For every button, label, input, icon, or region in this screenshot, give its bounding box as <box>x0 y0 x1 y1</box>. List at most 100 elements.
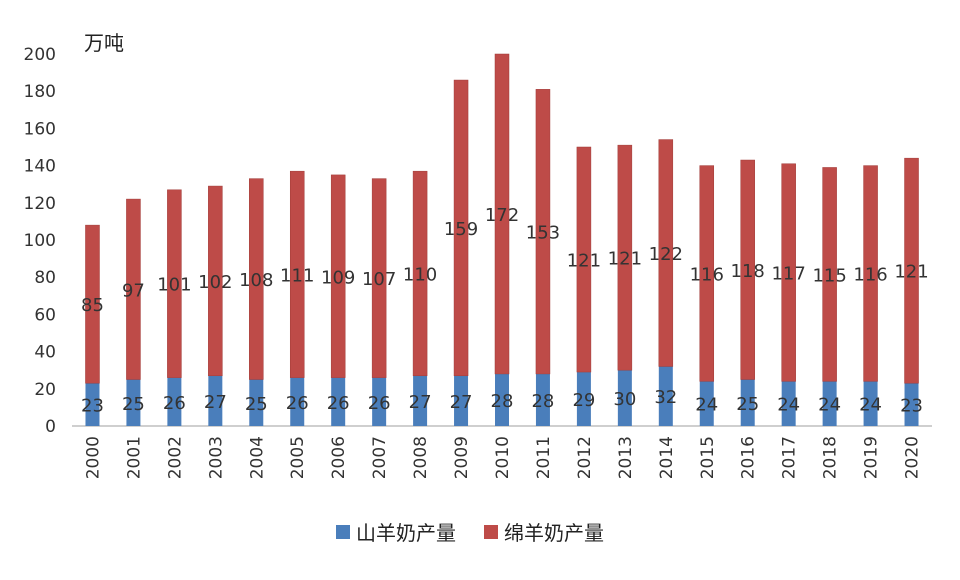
data-label-goat: 23 <box>900 396 923 417</box>
x-tick-label: 2007 <box>370 436 390 479</box>
data-label-sheep: 85 <box>81 295 104 316</box>
y-tick-label: 0 <box>45 417 56 437</box>
data-label-goat: 26 <box>368 393 391 414</box>
bar-goat-milk <box>249 379 264 426</box>
y-tick-label: 180 <box>24 82 56 102</box>
x-tick-label: 2020 <box>903 436 923 479</box>
bar-goat-milk <box>658 366 673 426</box>
data-label-goat: 24 <box>695 395 718 416</box>
x-tick-label: 2013 <box>616 436 636 479</box>
data-label-goat: 30 <box>613 389 636 410</box>
data-label-goat: 28 <box>531 391 554 412</box>
data-label-sheep: 102 <box>198 272 232 293</box>
data-label-sheep: 118 <box>731 261 765 282</box>
x-tick-label: 2005 <box>288 436 308 479</box>
bar-goat-milk <box>535 373 550 426</box>
data-label-sheep: 159 <box>444 219 478 240</box>
bar-sheep-milk <box>126 198 141 380</box>
bar-goat-milk <box>454 375 469 426</box>
y-tick-label: 40 <box>34 343 56 363</box>
bar-sheep-milk <box>371 178 387 378</box>
x-tick-label: 2015 <box>698 436 718 479</box>
y-unit-label: 万吨 <box>84 31 124 55</box>
bar-goat-milk <box>495 373 509 426</box>
bar-goat-milk <box>576 372 591 426</box>
data-label-goat: 32 <box>654 387 677 408</box>
bar-goat-milk <box>126 379 141 426</box>
bar-goat-milk <box>781 381 796 426</box>
data-label-goat: 25 <box>736 394 759 415</box>
y-tick-label: 20 <box>34 380 56 400</box>
y-tick-label: 200 <box>24 45 56 65</box>
y-tick-label: 60 <box>34 305 56 325</box>
data-label-goat: 24 <box>818 395 841 416</box>
x-tick-label: 2016 <box>739 436 759 479</box>
data-label-goat: 26 <box>327 393 350 414</box>
data-label-goat: 28 <box>491 391 514 412</box>
legend-swatch <box>484 525 498 539</box>
data-label-sheep: 117 <box>771 264 805 285</box>
data-label-goat: 25 <box>245 394 268 415</box>
bar-goat-milk <box>699 381 714 426</box>
data-label-sheep: 111 <box>280 265 314 286</box>
x-tick-label: 2002 <box>165 436 185 479</box>
bar-sheep-milk <box>289 170 305 378</box>
y-tick-label: 140 <box>24 157 56 177</box>
bar-sheep-milk <box>412 170 428 377</box>
x-tick-label: 2014 <box>657 436 677 479</box>
bar-sheep-milk <box>863 165 878 382</box>
data-label-sheep: 121 <box>608 249 642 270</box>
legend-label: 绵羊奶产量 <box>504 521 604 545</box>
bar-goat-milk <box>863 381 878 426</box>
data-label-goat: 23 <box>81 396 104 417</box>
x-tick-label: 2006 <box>329 436 349 479</box>
bar-sheep-milk <box>453 79 469 377</box>
bar-goat-milk <box>822 381 837 426</box>
y-tick-label: 100 <box>24 231 56 251</box>
bar-goat-milk <box>372 377 387 426</box>
y-tick-label: 120 <box>24 194 56 214</box>
x-tick-label: 2019 <box>862 436 882 479</box>
x-tick-label: 2003 <box>206 436 226 479</box>
data-label-goat: 27 <box>450 392 473 413</box>
bar-sheep-milk <box>167 189 182 378</box>
bar-sheep-milk <box>781 163 796 382</box>
bar-sheep-milk <box>740 159 755 380</box>
data-label-goat: 26 <box>286 393 309 414</box>
data-label-goat: 24 <box>859 395 882 416</box>
data-label-sheep: 109 <box>321 267 355 288</box>
data-label-sheep: 110 <box>403 264 437 285</box>
data-label-sheep: 107 <box>362 269 396 290</box>
x-axis-ticks: 2000 2001 2002 2003 2004 2005 2006 2007 2008 2009… <box>83 436 922 479</box>
bar-sheep-milk <box>904 157 919 384</box>
x-tick-label: 2009 <box>452 436 472 479</box>
data-label-sheep: 101 <box>157 275 191 296</box>
y-axis-ticks: 0 20 40 60 80 100 120 140 160 180 200 <box>24 45 56 437</box>
bar-goat-milk <box>740 379 755 426</box>
x-tick-label: 2012 <box>575 436 595 479</box>
bar-goat-milk <box>413 375 428 426</box>
bar-goat-milk <box>167 377 182 426</box>
bar-goat-milk <box>904 383 919 426</box>
bar-goat-milk <box>331 377 346 426</box>
x-tick-label: 2004 <box>247 436 267 479</box>
data-label-sheep: 121 <box>567 251 601 272</box>
data-label-sheep: 172 <box>485 205 519 226</box>
bars-group <box>85 53 919 426</box>
bar-sheep-milk <box>658 139 674 367</box>
data-label-sheep: 97 <box>122 280 145 301</box>
bar-sheep-milk <box>330 174 346 378</box>
x-tick-label: 2017 <box>780 436 800 479</box>
x-tick-label: 2010 <box>493 436 513 479</box>
legend-swatch <box>336 525 350 539</box>
bar-goat-milk <box>208 375 223 426</box>
data-label-goat: 29 <box>572 390 595 411</box>
data-labels-group: 23 85 25 97 26 101 27 102 25 108 26 111 26 109 26 107 27… <box>81 205 929 417</box>
bar-sheep-milk <box>822 167 837 382</box>
bar-goat-milk <box>617 370 632 426</box>
data-label-goat: 27 <box>409 392 432 413</box>
x-tick-label: 2011 <box>534 436 554 479</box>
bar-sheep-milk <box>699 165 715 382</box>
